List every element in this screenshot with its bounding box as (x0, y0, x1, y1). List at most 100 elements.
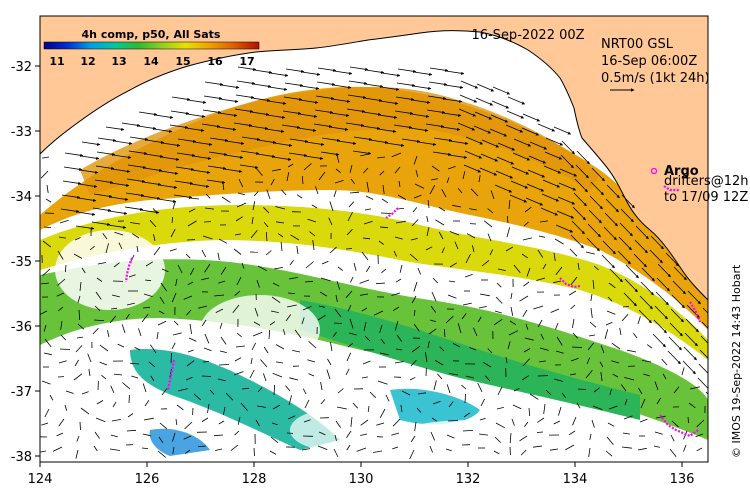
current-vector (41, 282, 50, 285)
current-vector (253, 69, 273, 74)
current-vector (538, 235, 545, 238)
current-vector (385, 394, 390, 402)
current-vector (171, 216, 174, 224)
current-vector (141, 195, 161, 200)
current-vector (97, 262, 106, 265)
current-vector (217, 252, 220, 260)
current-vector (449, 262, 458, 268)
current-vector (285, 385, 291, 392)
current-vectors (40, 66, 708, 460)
current-vector (522, 113, 541, 122)
current-vector (209, 137, 229, 142)
current-vector (391, 152, 402, 158)
current-vector (600, 372, 603, 382)
current-vector (234, 290, 241, 296)
current-vector (292, 350, 301, 353)
current-vector (333, 70, 353, 75)
current-vector (696, 419, 705, 428)
current-vector (587, 342, 594, 351)
current-vector (159, 296, 165, 304)
current-vector (654, 381, 659, 391)
current-vector (528, 407, 531, 417)
current-vector (185, 253, 191, 259)
current-vector (392, 418, 401, 427)
current-vector (263, 346, 269, 354)
current-vector (282, 329, 286, 336)
current-vector (410, 359, 417, 367)
current-vector (571, 220, 585, 235)
current-vector (428, 81, 448, 86)
current-vector (611, 342, 621, 350)
current-vector (312, 240, 315, 251)
drifters-label: drifters@12h (664, 174, 749, 189)
current-vector (171, 342, 176, 350)
current-vector (589, 321, 597, 328)
current-vector (512, 152, 531, 161)
current-vector (270, 310, 279, 313)
current-vector (590, 307, 593, 318)
current-vector (95, 417, 106, 423)
current-vector (186, 360, 195, 367)
current-vector (555, 224, 574, 233)
current-vector (42, 156, 50, 159)
current-vector (281, 189, 287, 196)
current-vector (280, 241, 283, 252)
current-vector (412, 85, 432, 90)
current-vector (480, 398, 485, 407)
current-vector (655, 291, 669, 306)
current-vector (523, 348, 531, 353)
current-vector (382, 184, 385, 194)
current-vector (667, 350, 681, 365)
current-vector (608, 405, 618, 410)
x-tick-label: 136 (670, 472, 695, 487)
current-vector (96, 151, 116, 156)
current-vector (413, 309, 416, 316)
current-vector (111, 168, 131, 173)
current-vector (272, 372, 283, 378)
current-vector (353, 262, 357, 271)
current-vector (557, 196, 576, 205)
current-vector (154, 114, 174, 119)
current-vector (113, 140, 133, 145)
current-vector (218, 238, 228, 244)
current-vector (252, 83, 272, 88)
current-vector (62, 180, 82, 185)
current-vector (621, 314, 629, 322)
current-vector (375, 282, 386, 285)
current-vector (478, 433, 488, 436)
current-vector (276, 221, 285, 224)
current-vector (204, 263, 211, 273)
current-vector (208, 151, 228, 156)
current-vector (571, 346, 583, 348)
current-vector (539, 220, 548, 223)
current-vector (428, 328, 437, 335)
current-vector (263, 207, 270, 214)
current-vector (491, 100, 510, 109)
current-vector (362, 167, 369, 174)
current-vector (401, 390, 411, 396)
current-vector (149, 219, 157, 228)
current-vector (696, 447, 703, 452)
current-vector (349, 191, 360, 194)
current-vector (265, 250, 272, 256)
current-vector (592, 279, 595, 289)
current-vector (553, 252, 556, 261)
current-vector (110, 182, 130, 187)
current-vector (288, 395, 292, 406)
current-vector (377, 128, 397, 133)
current-vector (395, 278, 402, 283)
current-vector (434, 360, 444, 366)
current-vector (643, 373, 651, 377)
current-vector (391, 432, 400, 436)
current-vector (217, 126, 237, 131)
current-vector (88, 369, 91, 377)
current-vector (157, 198, 177, 203)
current-vector (363, 97, 383, 102)
current-vector (409, 449, 415, 460)
product-name: NRT00 GSL (601, 37, 674, 52)
current-vector (687, 290, 701, 305)
current-vector (298, 113, 318, 118)
current-vector (56, 432, 64, 437)
current-vector (275, 344, 285, 350)
current-vector (397, 68, 417, 73)
